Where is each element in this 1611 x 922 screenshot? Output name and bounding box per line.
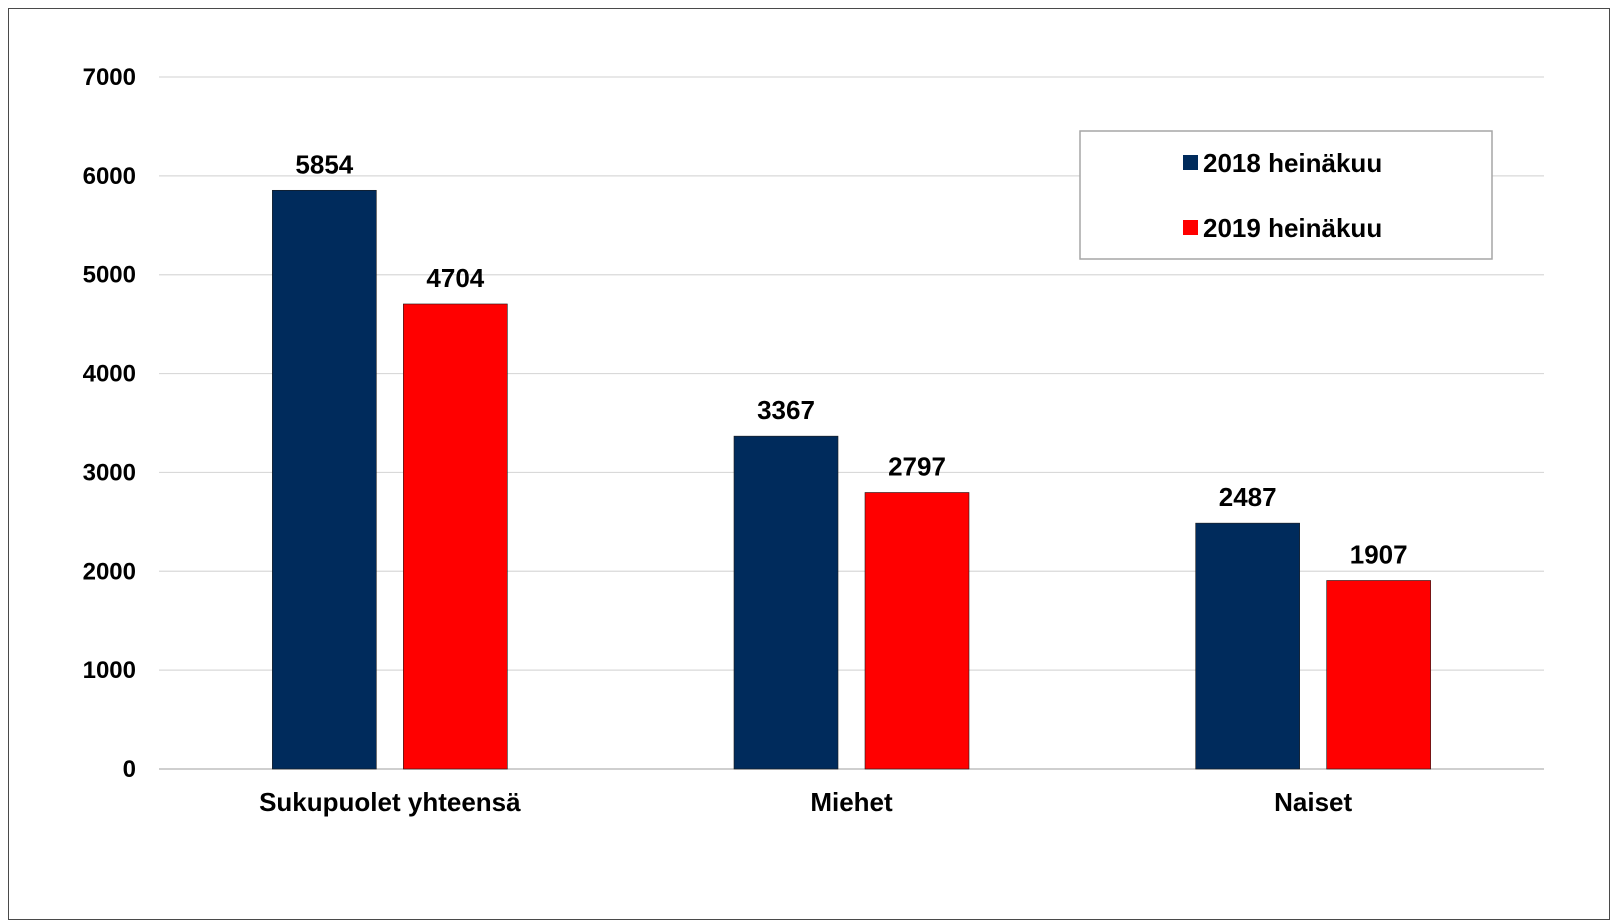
data-labels: 5854 4704 3367 2797 2487 1907 (295, 149, 1407, 569)
y-tick-label: 6000 (83, 163, 136, 190)
bar-2018-2 (1195, 522, 1300, 770)
chart-frame: 0 1000 2000 3000 4000 5000 6000 7000 5854 4704 33… (8, 8, 1610, 920)
legend: 2018 heinäkuu 2019 heinäkuu (1079, 130, 1493, 260)
y-tick-label: 2000 (83, 558, 136, 585)
data-label: 2797 (888, 451, 946, 481)
bar-2018-1 (733, 435, 839, 770)
legend-swatch-2018 (1183, 155, 1198, 170)
bar-2019-0 (403, 303, 508, 770)
category-label: Naiset (1274, 787, 1352, 817)
y-tick-label: 4000 (83, 361, 136, 388)
bar-2019-2 (1326, 580, 1431, 770)
y-tick-label: 7000 (83, 64, 136, 91)
data-label: 3367 (757, 395, 815, 425)
bar-2018-0 (272, 189, 377, 770)
y-tick-label: 3000 (83, 459, 136, 486)
category-label: Miehet (810, 787, 893, 817)
legend-swatch-2019 (1183, 220, 1198, 235)
bar-chart: 0 1000 2000 3000 4000 5000 6000 7000 5854 4704 33… (83, 64, 1544, 817)
bar-2019-1 (864, 492, 970, 770)
y-tick-label: 5000 (83, 262, 136, 289)
y-tick-label: 0 (123, 756, 136, 783)
gridlines (159, 76, 1544, 770)
x-axis-categories: Sukupuolet yhteensä Miehet Naiset (259, 787, 1352, 817)
data-label: 2487 (1219, 482, 1277, 512)
data-label: 5854 (295, 149, 353, 179)
data-label: 4704 (426, 263, 484, 293)
data-label: 1907 (1350, 539, 1408, 569)
y-tick-label: 1000 (83, 657, 136, 684)
y-axis-ticks: 0 1000 2000 3000 4000 5000 6000 7000 (83, 64, 136, 783)
legend-label-2019: 2019 heinäkuu (1203, 213, 1382, 243)
bars (272, 189, 1431, 770)
legend-box (1079, 130, 1493, 260)
category-label: Sukupuolet yhteensä (259, 787, 521, 817)
legend-label-2018: 2018 heinäkuu (1203, 148, 1382, 178)
